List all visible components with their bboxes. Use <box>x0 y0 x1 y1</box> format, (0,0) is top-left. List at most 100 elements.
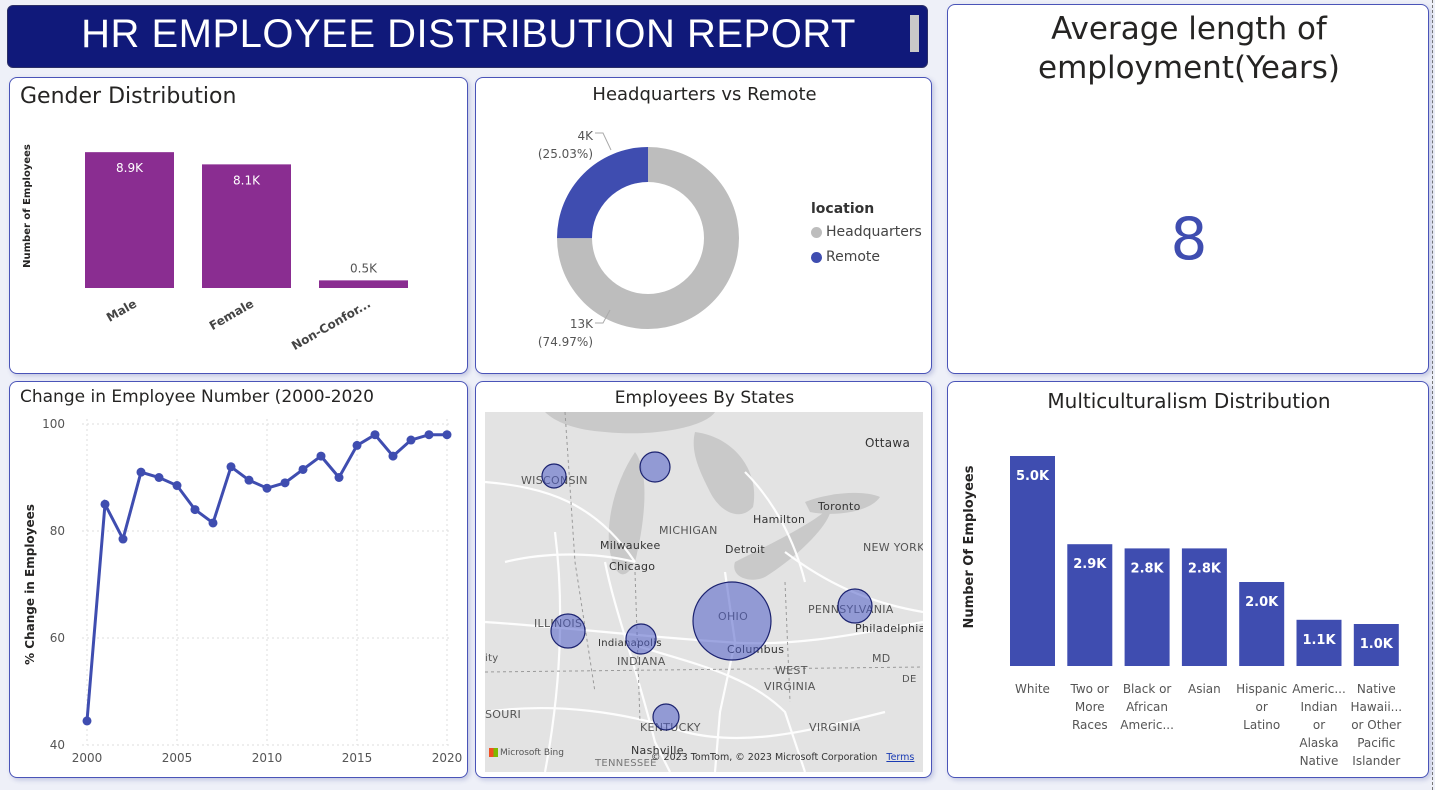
trend-data-point[interactable] <box>298 464 308 474</box>
state-bubble[interactable] <box>837 588 873 624</box>
location-legend: location Headquarters Remote <box>811 201 922 265</box>
map-place-label: Milwaukee <box>600 539 661 552</box>
state-bubble[interactable] <box>625 623 657 655</box>
multi-category-label: or Other <box>1351 718 1401 732</box>
trend-data-point[interactable] <box>406 435 416 445</box>
header-scrollbar[interactable] <box>910 15 919 52</box>
attribution-text: © 2023 TomTom, © 2023 Microsoft Corporat… <box>651 752 878 763</box>
trend-line-chart[interactable]: 40 60 80 100 2000 2005 2010 2015 2020 % Change in… <box>10 382 468 778</box>
multi-category-label: Asian <box>1188 682 1221 696</box>
gender-bar[interactable] <box>202 164 291 288</box>
x-tick-label: 2020 <box>432 751 463 765</box>
map-place-label: Philadelphia <box>855 622 923 635</box>
trend-data-point[interactable] <box>118 534 128 544</box>
gender-category-label: Non-Confor... <box>289 296 373 353</box>
trend-data-point[interactable] <box>190 505 200 515</box>
multiculturalism-bar-chart[interactable]: Number Of Employees 5.0K White 2.9K Two or Mo… <box>948 382 1429 778</box>
trend-data-point[interactable] <box>172 481 182 491</box>
map-place-label: VIRGINIA <box>764 680 816 693</box>
remote-leader-line <box>595 132 612 151</box>
remote-dot-icon <box>811 251 822 263</box>
multi-data-label: 2.8K <box>1131 561 1165 576</box>
map-place-label: INDIANA <box>617 655 666 668</box>
hq-percent-label: (74.97%) <box>538 335 593 349</box>
y-tick-label: 80 <box>50 524 65 538</box>
multi-category-label: Latino <box>1243 718 1280 732</box>
trend-data-point[interactable] <box>352 440 362 450</box>
multi-bar[interactable] <box>1181 548 1227 666</box>
lake-ontario <box>805 492 880 514</box>
gender-bar[interactable] <box>319 280 408 288</box>
map-attribution: © 2023 TomTom, © 2023 Microsoft Corporat… <box>651 752 914 763</box>
employee-trend-panel[interactable]: Change in Employee Number (2000-2020 40 6… <box>9 381 468 778</box>
donut-slice-remote[interactable] <box>557 147 648 239</box>
legend-item-remote[interactable]: Remote <box>811 249 922 265</box>
trend-data-point[interactable] <box>334 473 344 482</box>
states-map[interactable]: OttawaWISCONSINTorontoMICHIGANHamiltonMi… <box>485 412 923 772</box>
state-bubble[interactable] <box>550 613 586 649</box>
trend-data-point[interactable] <box>82 716 92 726</box>
donut-slice-headquarters[interactable] <box>557 147 739 329</box>
trend-data-point[interactable] <box>208 518 218 528</box>
multi-category-label: Black or <box>1123 682 1172 696</box>
trend-data-point[interactable] <box>154 473 164 482</box>
state-bubble[interactable] <box>652 703 680 731</box>
gender-category-label: Male <box>104 296 139 324</box>
lake-michigan <box>608 452 645 575</box>
map-place-label: Hamilton <box>753 513 806 526</box>
map-place-label: TENNESSEE <box>595 758 657 769</box>
multi-category-label: White <box>1015 682 1050 696</box>
multi-bar[interactable] <box>1067 544 1113 666</box>
multi-bar[interactable] <box>1124 548 1170 666</box>
multi-bar[interactable] <box>1010 456 1055 666</box>
trend-data-point[interactable] <box>424 430 434 440</box>
multi-category-label: Alaska <box>1299 736 1338 750</box>
gender-y-axis-label: Number of Employees <box>22 144 33 268</box>
gender-bar[interactable] <box>85 152 174 288</box>
lake-erie <box>734 507 831 580</box>
map-place-label: Nashville <box>631 744 684 757</box>
trend-data-point[interactable] <box>316 451 326 461</box>
terms-link[interactable]: Terms <box>886 752 915 763</box>
trend-data-point[interactable] <box>370 430 380 440</box>
map-place-label: ity <box>485 653 499 664</box>
state-bubble[interactable] <box>541 463 567 489</box>
multi-bar[interactable] <box>1296 619 1342 666</box>
gender-bar-chart[interactable]: Number of Employees 8.9K Male 8.1K Female 0.5… <box>10 78 468 374</box>
multi-bar[interactable] <box>1353 624 1399 666</box>
gender-data-label: 8.1K <box>233 173 261 187</box>
trend-data-point[interactable] <box>226 462 236 472</box>
gender-category-label: Female <box>207 296 256 332</box>
legend-item-headquarters[interactable]: Headquarters <box>811 224 922 240</box>
legend-label-headquarters: Headquarters <box>826 224 922 240</box>
multiculturalism-panel[interactable]: Multiculturalism Distribution Number Of … <box>947 381 1429 778</box>
trend-data-point[interactable] <box>442 430 452 440</box>
average-card-title-line1: Average length of <box>1051 11 1327 47</box>
average-card-title-line2: employment(Years) <box>1038 50 1340 86</box>
trend-data-point[interactable] <box>388 451 398 461</box>
trend-data-point[interactable] <box>136 467 146 477</box>
multi-category-label: Native <box>1300 754 1339 768</box>
hq-leader-line <box>595 309 611 324</box>
state-bubble[interactable] <box>639 451 671 483</box>
map-place-label: WEST <box>775 664 808 677</box>
location-panel[interactable]: Headquarters vs Remote 4K (25.03%) 13K (74.… <box>475 77 932 374</box>
legend-label-remote: Remote <box>826 249 881 265</box>
multi-bar[interactable] <box>1239 582 1285 666</box>
trend-y-axis-label: % Change in Employees <box>23 504 37 665</box>
trend-data-point[interactable] <box>244 475 254 485</box>
location-donut-chart[interactable]: 4K (25.03%) 13K (74.97%) <box>476 78 932 374</box>
map-place-label: MD <box>872 652 891 665</box>
average-employment-card[interactable]: Average length of employment(Years) 8 <box>947 4 1429 374</box>
state-bubble[interactable] <box>692 581 772 661</box>
trend-data-point[interactable] <box>100 499 110 509</box>
employees-by-states-panel[interactable]: Employees By States <box>475 381 932 778</box>
trend-data-point[interactable] <box>262 483 272 493</box>
gender-distribution-panel[interactable]: Gender Distribution Number of Employees 8… <box>9 77 468 374</box>
multi-data-label: 2.9K <box>1073 557 1107 572</box>
microsoft-logo-icon <box>489 748 498 757</box>
gender-chart-title: Gender Distribution <box>20 84 237 109</box>
multi-data-label: 2.0K <box>1245 595 1279 610</box>
multi-category-label: African <box>1126 700 1168 714</box>
trend-data-point[interactable] <box>280 478 290 488</box>
